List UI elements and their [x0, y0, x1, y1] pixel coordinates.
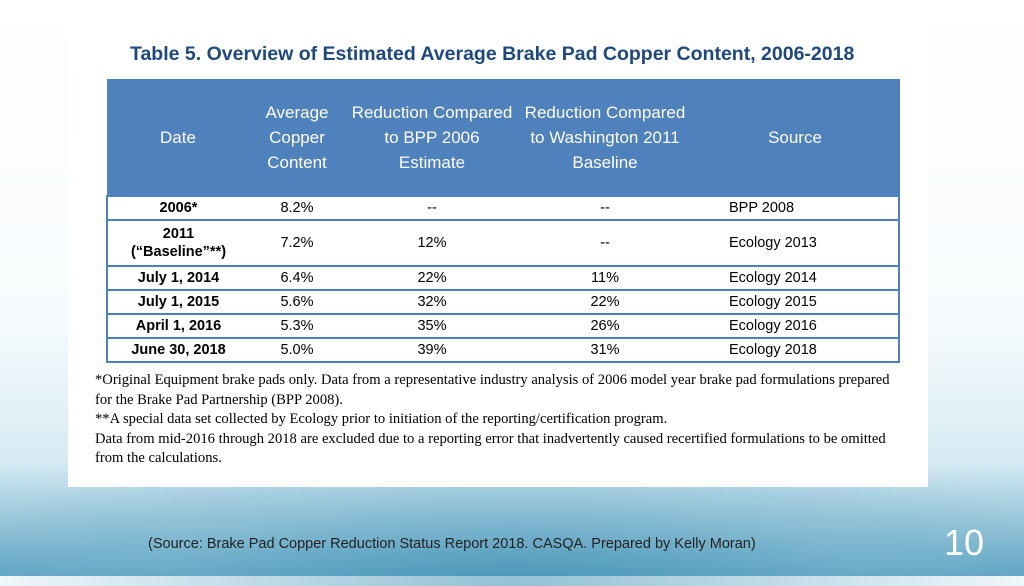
table-image: Table 5. Overview of Estimated Average B… — [68, 27, 928, 487]
cell-date: July 1, 2014 — [106, 265, 249, 291]
cell-source: Ecology 2013 — [691, 219, 900, 267]
cell-average: 7.2% — [249, 219, 345, 267]
cell-source: Ecology 2016 — [691, 313, 900, 339]
cell-reduction-bpp: 12% — [345, 219, 519, 267]
cell-source: BPP 2008 — [691, 195, 900, 221]
cell-average: 5.0% — [249, 337, 345, 363]
cell-date: 2006* — [106, 195, 249, 221]
table-row: July 1, 2015 5.6% 32% 22% Ecology 2015 — [106, 289, 900, 315]
table-row: 2011 (“Baseline”**) 7.2% 12% -- Ecology … — [106, 219, 900, 267]
cell-date: July 1, 2015 — [106, 289, 249, 315]
table-row: July 1, 2014 6.4% 22% 11% Ecology 2014 — [106, 265, 900, 291]
cell-date: 2011 (“Baseline”**) — [106, 219, 249, 267]
cell-date: June 30, 2018 — [106, 337, 249, 363]
cell-reduction-bpp: 39% — [345, 337, 519, 363]
slide-number: 10 — [943, 522, 984, 563]
cell-average: 5.3% — [249, 313, 345, 339]
cell-reduction-bpp: 22% — [345, 265, 519, 291]
cell-date-line1: 2011 — [162, 226, 195, 242]
cell-source: Ecology 2015 — [691, 289, 900, 315]
header-source: Source — [690, 79, 900, 196]
table-title: Table 5. Overview of Estimated Average B… — [130, 43, 855, 65]
cell-source: Ecology 2014 — [691, 265, 900, 291]
footnote-baseline: **A special data set collected by Ecolog… — [95, 411, 668, 428]
cell-reduction-washington: 11% — [519, 265, 691, 291]
cell-reduction-bpp: -- — [345, 195, 519, 221]
cell-reduction-washington: 22% — [519, 289, 691, 315]
cell-average: 8.2% — [249, 195, 345, 221]
footnote-excluded-data: Data from mid-2016 through 2018 are excl… — [95, 430, 886, 467]
cell-reduction-bpp: 35% — [345, 313, 519, 339]
cell-reduction-washington: -- — [519, 219, 691, 267]
cell-reduction-washington: 31% — [519, 337, 691, 363]
cell-source: Ecology 2018 — [691, 337, 900, 363]
header-average-copper: Average Copper Content — [248, 79, 346, 196]
table-header-row: Date Average Copper Content Reduction Co… — [106, 79, 900, 196]
source-caption: (Source: Brake Pad Copper Reduction Stat… — [148, 536, 756, 552]
cell-average: 5.6% — [249, 289, 345, 315]
footnote-original-equipment: *Original Equipment brake pads only. Dat… — [95, 372, 890, 408]
header-reduction-washington: Reduction Compared to Washington 2011 Ba… — [518, 79, 692, 196]
cell-date-line2: (“Baseline”**) — [130, 244, 227, 260]
header-reduction-bpp: Reduction Compared to BPP 2006 Estimate — [344, 79, 520, 196]
table-row: 2006* 8.2% -- -- BPP 2008 — [106, 195, 900, 221]
cell-reduction-washington: 26% — [519, 313, 691, 339]
cell-reduction-bpp: 32% — [345, 289, 519, 315]
table-row: June 30, 2018 5.0% 39% 31% Ecology 2018 — [106, 337, 900, 363]
copper-content-table: Date Average Copper Content Reduction Co… — [106, 79, 900, 363]
table-row: April 1, 2016 5.3% 35% 26% Ecology 2016 — [106, 313, 900, 339]
cell-average: 6.4% — [249, 265, 345, 291]
table-footnotes: *Original Equipment brake pads only. Dat… — [95, 371, 895, 469]
cell-date: April 1, 2016 — [106, 313, 249, 339]
header-date: Date — [106, 79, 250, 196]
cell-reduction-washington: -- — [519, 195, 691, 221]
